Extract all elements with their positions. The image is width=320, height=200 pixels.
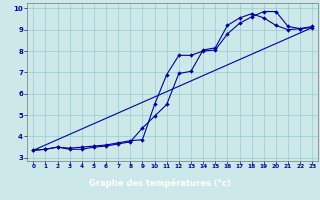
Text: Graphe des températures (°c): Graphe des températures (°c) bbox=[89, 178, 231, 188]
